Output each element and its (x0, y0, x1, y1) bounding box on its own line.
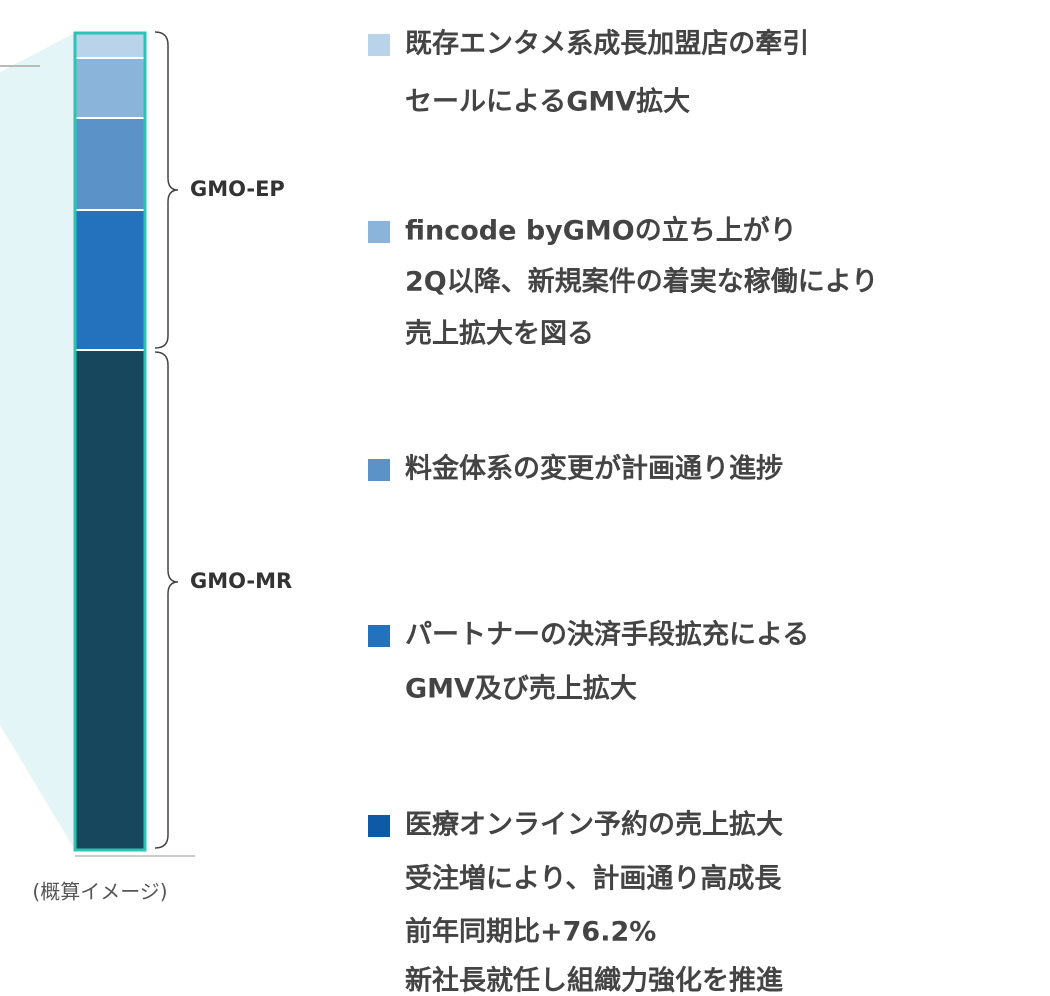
segment (75, 210, 145, 350)
item-text: 既存エンタメ系成長加盟店の牽引 (405, 28, 809, 60)
group-label: GMO-EP (190, 177, 285, 201)
legend-swatch (368, 221, 390, 243)
segment (75, 350, 145, 850)
item-text: 料金体系の変更が計画通り進捗 (405, 453, 783, 485)
zoom-shade (0, 33, 75, 850)
item-text: 前年同期比+76.2% (405, 916, 656, 948)
bracket (154, 31, 179, 349)
bracket (154, 351, 179, 849)
legend-swatch (368, 459, 390, 481)
segment (75, 33, 145, 58)
segment (75, 58, 145, 118)
note: (概算イメージ) (32, 880, 167, 904)
legend-swatch (368, 815, 390, 837)
legend-swatch (368, 34, 390, 56)
item-text: fincode byGMOの立ち上がり (405, 215, 797, 247)
segment (75, 118, 145, 210)
item-text: パートナーの決済手段拡充による (405, 619, 809, 651)
item-text: 新社長就任し組織力強化を推進 (405, 965, 783, 996)
item-text: GMV及び売上拡大 (405, 674, 637, 705)
legend-swatch (368, 625, 390, 647)
item-text: 受注増により、計画通り高成長 (405, 863, 782, 895)
item-text: 医療オンライン予約の売上拡大 (405, 809, 783, 841)
bar-outline (73, 31, 147, 852)
item-text: セールによるGMV拡大 (405, 87, 690, 118)
group-label: GMO-MR (190, 569, 292, 593)
stacked-bar (73, 31, 147, 852)
item-text: 2Q以降、新規案件の着実な稼働により (405, 266, 878, 298)
item-text: 売上拡大を図る (405, 319, 594, 350)
